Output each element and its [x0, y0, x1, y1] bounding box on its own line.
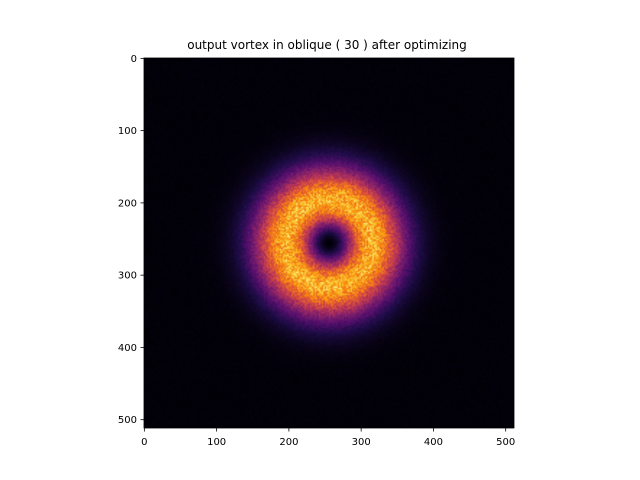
x-tick-label: 300 — [352, 437, 371, 448]
x-axis: 0 100 200 300 400 500 — [141, 428, 515, 448]
y-tick-label: 200 — [118, 198, 137, 209]
x-tick-label: 500 — [496, 437, 515, 448]
y-tick-label: 500 — [118, 415, 137, 426]
x-tick-label: 400 — [424, 437, 443, 448]
x-tick-label: 0 — [141, 437, 147, 448]
y-tick-label: 100 — [118, 126, 137, 137]
y-axis: 0 100 200 300 400 500 — [118, 54, 144, 426]
y-tick-label: 300 — [118, 271, 137, 282]
chart-title: output vortex in oblique ( 30 ) after op… — [187, 38, 467, 52]
axes-frame — [143, 57, 515, 429]
y-tick-label: 400 — [118, 343, 137, 354]
y-tick-label: 0 — [131, 54, 137, 65]
heatmap-image — [144, 58, 514, 428]
x-tick-label: 200 — [279, 437, 298, 448]
plot-area — [143, 57, 515, 429]
x-tick-label: 100 — [207, 437, 226, 448]
